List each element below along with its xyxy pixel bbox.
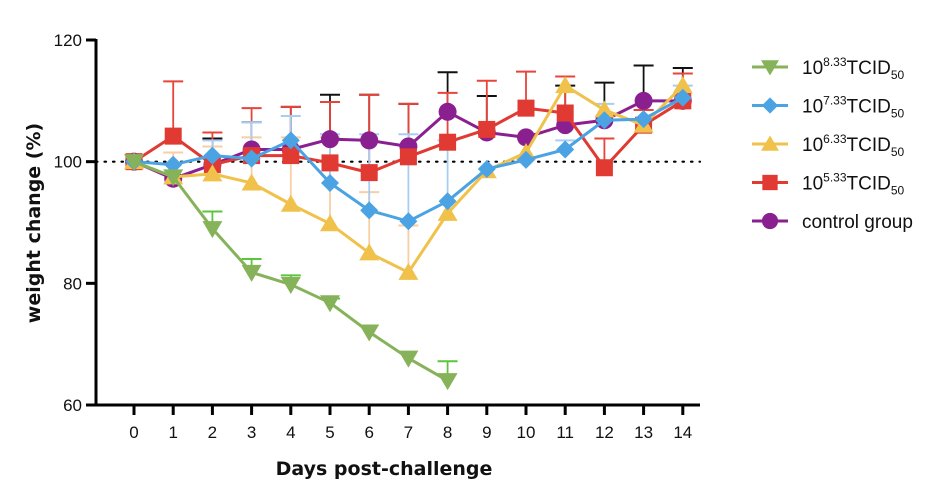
legend: 108.33TCID50 107.33TCID50 106.33TCID50 105.… (752, 55, 913, 233)
x-tick-label: 6 (364, 423, 373, 442)
legend-item-0: 108.33TCID50 (752, 55, 905, 82)
data-point (360, 164, 378, 182)
y-tick-label: 120 (54, 31, 82, 50)
data-point (517, 150, 535, 169)
data-point (672, 76, 693, 94)
legend-label: 108.33TCID50 (802, 55, 905, 82)
x-tick-label: 3 (247, 423, 256, 442)
data-point (556, 104, 574, 122)
x-tick-label: 8 (443, 423, 452, 442)
x-tick-label: 1 (168, 423, 177, 442)
legend-marker-icon (762, 174, 778, 191)
data-point (595, 159, 613, 177)
data-point (164, 127, 182, 145)
data-point (555, 76, 576, 94)
legend-marker-icon (761, 97, 779, 114)
x-tick-label: 2 (208, 423, 217, 442)
data-point (203, 146, 222, 165)
legend-label: 105.33TCID50 (802, 171, 905, 198)
legend-marker-icon (761, 135, 779, 151)
y-axis-title: weight change (%) (23, 123, 45, 323)
legend-marker-icon (761, 212, 779, 230)
data-point (164, 155, 183, 174)
legend-marker-icon (761, 60, 779, 76)
series-1 (125, 88, 692, 231)
series-0 (124, 154, 458, 391)
data-point (478, 120, 496, 138)
data-point (280, 277, 301, 295)
data-point (282, 147, 300, 165)
x-tick-label: 5 (325, 423, 334, 442)
x-tick-label: 12 (595, 423, 614, 442)
x-tick-label: 9 (482, 423, 491, 442)
data-point (320, 214, 340, 232)
data-point (398, 262, 419, 280)
data-point (281, 131, 300, 150)
data-point (202, 164, 223, 182)
legend-label: control group (802, 212, 913, 233)
data-point (595, 111, 614, 130)
legend-item-2: 106.33TCID50 (752, 132, 905, 159)
legend-item-1: 107.33TCID50 (752, 94, 905, 121)
legend-label: 106.33TCID50 (802, 132, 905, 159)
data-point (202, 221, 223, 239)
data-point (437, 373, 458, 391)
data-point (517, 99, 535, 117)
data-point (594, 100, 615, 118)
data-point (360, 201, 379, 220)
x-tick-label: 7 (404, 423, 413, 442)
data-point (673, 88, 692, 107)
data-point (320, 295, 340, 313)
x-tick-label: 14 (673, 423, 692, 442)
data-point (280, 194, 301, 212)
data-point (556, 140, 575, 159)
legend-item-4: control group (752, 212, 913, 233)
legend-label: 107.33TCID50 (802, 94, 905, 121)
data-point (634, 91, 653, 110)
y-tick-label: 100 (54, 153, 82, 172)
data-point (359, 324, 380, 342)
data-point (399, 148, 417, 166)
legend-item-3: 105.33TCID50 (752, 171, 905, 198)
series-2 (124, 76, 693, 280)
data-point (241, 173, 262, 191)
series-layer (124, 76, 693, 391)
data-point (321, 130, 339, 149)
data-point (398, 350, 419, 368)
y-tick-label: 80 (63, 274, 82, 293)
data-point (517, 128, 535, 147)
data-point (399, 212, 418, 231)
x-axis-title: Days post-challenge (276, 458, 493, 480)
data-point (437, 203, 458, 221)
data-point (360, 131, 379, 150)
data-point (634, 110, 653, 129)
series-3 (125, 92, 692, 182)
data-point (321, 154, 339, 172)
x-tick-label: 10 (517, 423, 536, 442)
x-tick-label: 0 (129, 423, 138, 442)
data-point (241, 264, 262, 282)
data-point (163, 169, 184, 187)
data-point (438, 102, 457, 121)
data-point (439, 133, 457, 151)
x-tick-label: 4 (286, 423, 295, 442)
data-point (242, 149, 261, 168)
data-point (321, 173, 339, 192)
x-tick-label: 13 (634, 423, 653, 442)
data-point (359, 243, 380, 261)
data-point (124, 154, 144, 172)
x-tick-label: 11 (556, 423, 574, 442)
data-point (477, 159, 496, 178)
data-point (438, 192, 457, 211)
y-tick-label: 60 (63, 396, 82, 415)
